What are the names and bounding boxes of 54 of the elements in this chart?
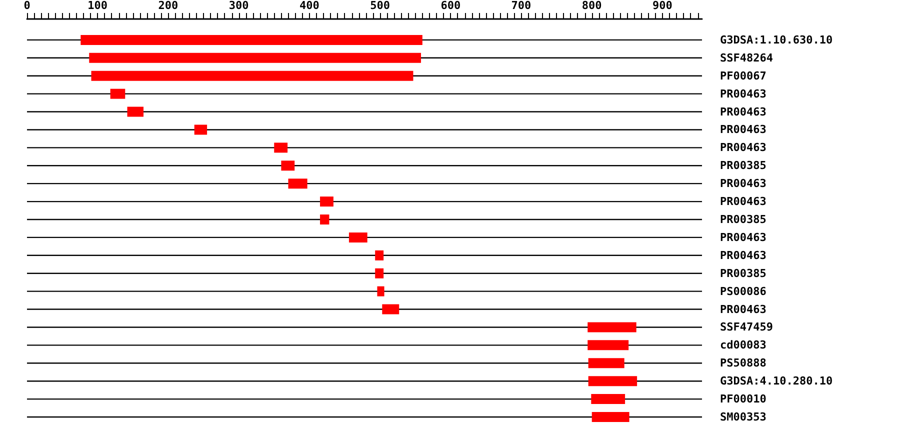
bar [375, 250, 384, 260]
y-tick-label: G3DSA:4.10.280.10 [720, 374, 833, 388]
bar [320, 196, 334, 207]
x-tick-label: 400 [299, 0, 320, 12]
x-tick-label: 100 [88, 0, 108, 12]
x-tick-label: 900 [652, 0, 672, 12]
y-tick-label: PF00010 [720, 392, 766, 406]
bar [91, 70, 414, 81]
x-tick-label: 500 [370, 0, 390, 12]
y-tick-label: PR00463 [720, 141, 766, 154]
bar [288, 178, 308, 189]
y-tick-label: PS00086 [720, 284, 767, 298]
bar [274, 142, 288, 153]
bar [194, 124, 208, 135]
bar [591, 394, 626, 404]
x-tick-label: 0 [24, 0, 30, 12]
bar [382, 304, 400, 314]
x-tick-label: 300 [228, 0, 249, 12]
bar [89, 52, 421, 63]
bar [588, 358, 624, 368]
y-tick-label: PR00463 [720, 87, 766, 100]
y-tick-label: SM00353 [720, 410, 766, 424]
x-tick-label: 200 [158, 0, 178, 12]
bar [110, 88, 126, 99]
bar [281, 160, 295, 171]
y-tick-label: PR00463 [720, 302, 766, 316]
bar [377, 286, 384, 296]
bar [80, 34, 422, 45]
bar [320, 214, 330, 224]
y-tick-label: cd00083 [720, 338, 766, 352]
y-tick-label: PR00463 [720, 230, 766, 244]
x-tick-label: 800 [582, 0, 602, 12]
y-tick-label: PS50888 [720, 356, 766, 370]
bar [127, 106, 144, 117]
y-tick-label: PR00385 [720, 159, 766, 172]
bar [588, 376, 638, 386]
y-tick-label: PR00385 [720, 212, 766, 226]
bar [592, 412, 630, 422]
bar [348, 232, 368, 242]
bar [375, 268, 384, 278]
x-tick-label: 600 [440, 0, 461, 12]
y-tick-label: SSF47459 [720, 320, 773, 334]
y-tick-label: SSF48264 [720, 51, 774, 64]
y-tick-label: PR00463 [720, 123, 766, 136]
y-tick-label: PR00463 [720, 105, 766, 118]
bar [588, 322, 636, 332]
y-tick-label: PR00463 [720, 177, 766, 190]
y-tick-label: PR00463 [720, 195, 766, 208]
x-tick-label: 700 [511, 0, 532, 12]
y-tick-label: PR00385 [720, 266, 766, 280]
y-tick-label: PF00067 [720, 69, 766, 82]
y-tick-label: PR00463 [720, 248, 766, 262]
bar [588, 340, 629, 350]
y-tick-label: G3DSA:1.10.630.10 [720, 33, 833, 46]
